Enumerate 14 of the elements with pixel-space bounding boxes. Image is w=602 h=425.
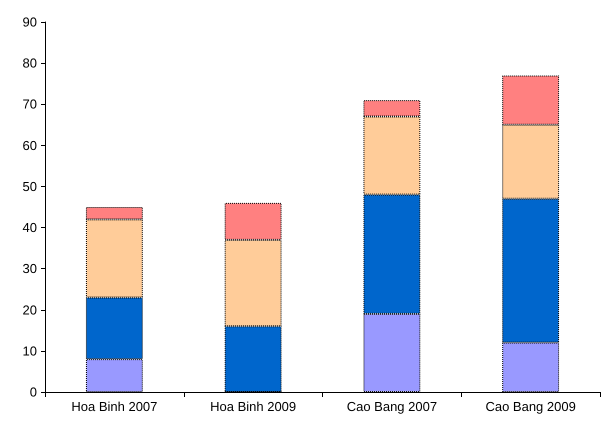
y-tick-label: 20 [22, 302, 37, 318]
y-tick-label: 80 [22, 56, 37, 71]
y-tick-label: 40 [22, 220, 37, 236]
x-tick-label: Hoa Binh 2007 [71, 399, 158, 414]
y-tick-label: 90 [22, 14, 37, 30]
x-tick-label: Cao Bang 2009 [485, 399, 576, 414]
x-tick-label: Cao Bang 2007 [346, 399, 438, 414]
y-tick-label: 10 [22, 343, 37, 358]
y-tick-label: 50 [22, 178, 37, 194]
y-tick-label: 60 [22, 138, 37, 153]
y-tick-label: 0 [30, 384, 37, 400]
y-tick-label: 30 [22, 261, 37, 276]
y-tick-label: 70 [22, 96, 37, 112]
x-tick-label: Hoa Binh 2009 [210, 399, 296, 414]
